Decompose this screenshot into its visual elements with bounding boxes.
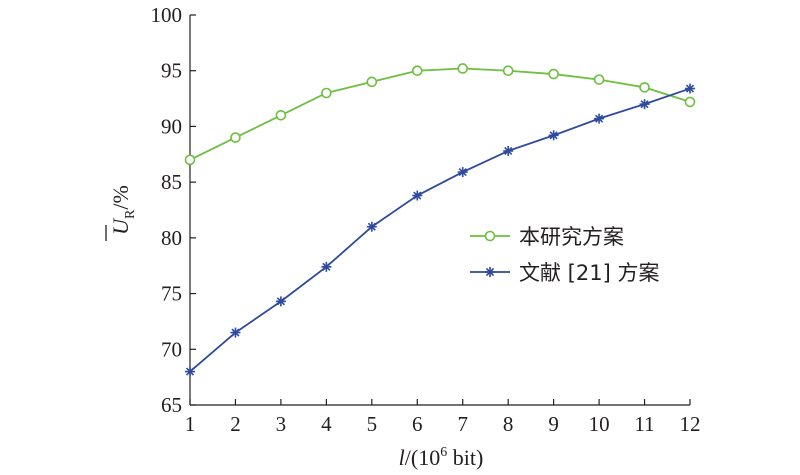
y-tick-label: 85: [161, 170, 182, 194]
series-0-point: [184, 154, 196, 166]
x-tick-label: 9: [548, 412, 559, 436]
series-0-point: [548, 68, 559, 80]
y-tick-label: 100: [151, 3, 183, 27]
x-tick-label: 10: [589, 412, 610, 436]
legend-label-0: 本研究方案: [519, 225, 624, 249]
x-tick-label: 11: [634, 412, 654, 436]
x-axis-label: l/(106 bit): [399, 445, 484, 470]
legend-swatch-marker-1: [485, 267, 495, 277]
legend-swatch-marker-0: [484, 230, 496, 242]
series-0-point: [275, 109, 287, 121]
svg-text:UR/%: UR/%: [108, 185, 138, 235]
series-0-point: [502, 65, 514, 77]
x-tick-label: 2: [230, 412, 241, 436]
x-tick-label: 12: [680, 412, 701, 436]
y-tick-label: 80: [161, 226, 182, 250]
series-1-point: [185, 366, 195, 377]
series-0-point: [593, 74, 605, 85]
series-1-point: [548, 130, 559, 141]
series-layer: [184, 63, 696, 377]
series-1-point: [366, 221, 377, 232]
series-line-0: [189, 67, 691, 161]
legend-label-1: 文献 [21] 方案: [519, 261, 659, 285]
series-1-point: [457, 167, 468, 178]
series-line-1: [189, 87, 691, 373]
series-1-point: [685, 83, 695, 94]
series-0-point: [321, 87, 332, 99]
series-1-point: [639, 99, 650, 110]
y-tick-label: 90: [161, 114, 182, 138]
series-0-point: [366, 76, 378, 88]
series-0-point: [457, 63, 469, 74]
chart-axes: [189, 15, 690, 406]
legend: 本研究方案 文献 [21] 方案: [470, 225, 659, 285]
y-tick-label: 70: [161, 337, 182, 361]
x-tick-label: 8: [503, 412, 514, 436]
series-0-point: [411, 65, 423, 77]
series-0-point: [639, 82, 650, 93]
series-1-point: [503, 145, 514, 156]
series-1-point: [275, 296, 286, 307]
series-1-point: [412, 190, 423, 201]
series-0-point: [230, 132, 241, 143]
x-tick-label: 1: [185, 412, 196, 436]
series-1-point: [594, 113, 605, 124]
y-tick-label: 95: [161, 59, 182, 83]
legend-item-0: 本研究方案: [470, 225, 624, 249]
x-tick-label: 7: [457, 412, 468, 436]
series-1-point: [230, 327, 241, 338]
x-tick-label: 5: [367, 412, 378, 436]
y-tick-label: 65: [161, 393, 182, 417]
series-0-point: [684, 96, 696, 108]
x-tick-label: 4: [321, 412, 332, 436]
y-axis-label: UR/%: [105, 185, 138, 241]
y-tick-label: 75: [161, 282, 182, 306]
x-tick-label: 6: [412, 412, 423, 436]
series-1-point: [321, 261, 332, 272]
legend-item-1: 文献 [21] 方案: [470, 261, 659, 285]
x-tick-label: 3: [276, 412, 287, 436]
